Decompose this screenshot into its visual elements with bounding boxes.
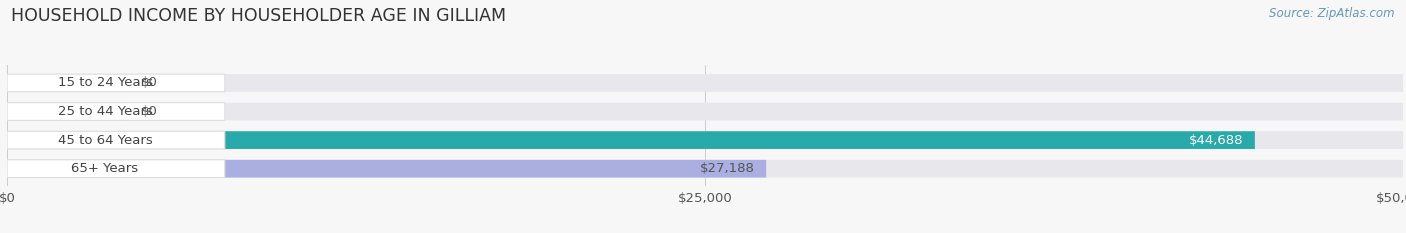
Text: 45 to 64 Years: 45 to 64 Years: [58, 134, 152, 147]
FancyBboxPatch shape: [7, 160, 1403, 178]
Text: 65+ Years: 65+ Years: [72, 162, 139, 175]
Text: Source: ZipAtlas.com: Source: ZipAtlas.com: [1270, 7, 1395, 20]
FancyBboxPatch shape: [7, 103, 1403, 120]
FancyBboxPatch shape: [7, 103, 225, 120]
FancyBboxPatch shape: [7, 74, 225, 92]
FancyBboxPatch shape: [7, 160, 766, 178]
FancyBboxPatch shape: [7, 160, 225, 178]
FancyBboxPatch shape: [7, 131, 1403, 149]
Text: $27,188: $27,188: [700, 162, 755, 175]
Text: $0: $0: [141, 105, 157, 118]
Text: 15 to 24 Years: 15 to 24 Years: [58, 76, 152, 89]
Text: HOUSEHOLD INCOME BY HOUSEHOLDER AGE IN GILLIAM: HOUSEHOLD INCOME BY HOUSEHOLDER AGE IN G…: [11, 7, 506, 25]
Text: 25 to 44 Years: 25 to 44 Years: [58, 105, 152, 118]
Text: $44,688: $44,688: [1189, 134, 1244, 147]
FancyBboxPatch shape: [7, 131, 225, 149]
Text: $0: $0: [141, 76, 157, 89]
FancyBboxPatch shape: [7, 74, 1403, 92]
FancyBboxPatch shape: [7, 74, 124, 92]
FancyBboxPatch shape: [7, 103, 124, 120]
FancyBboxPatch shape: [7, 131, 1256, 149]
